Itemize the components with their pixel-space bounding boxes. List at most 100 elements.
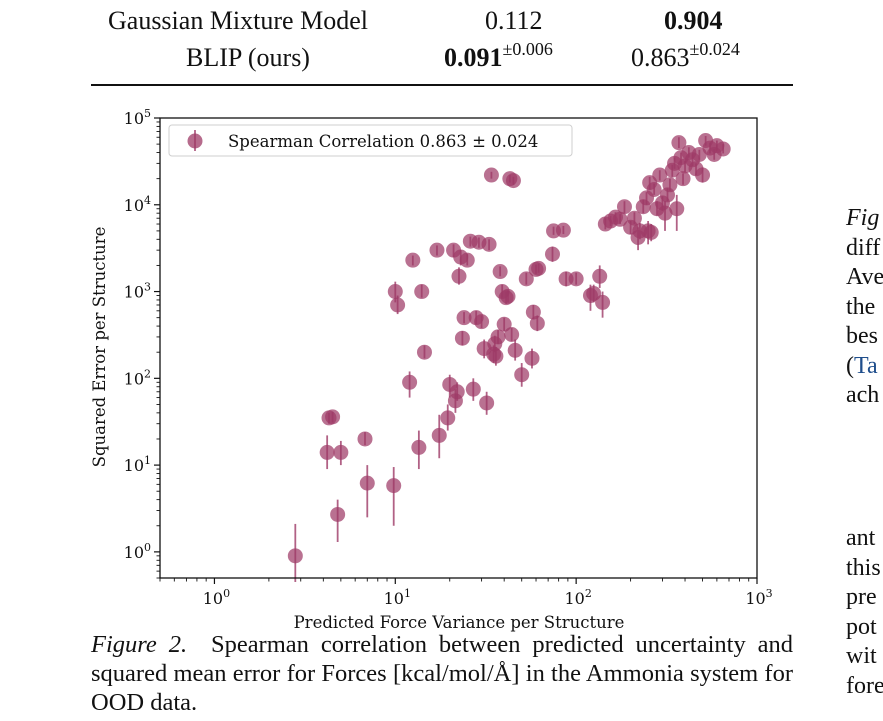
data-point bbox=[454, 330, 470, 346]
point-marker bbox=[357, 431, 373, 447]
table-method-blip: BLIP (ours) bbox=[186, 43, 310, 72]
point-marker bbox=[416, 344, 432, 360]
point-marker bbox=[359, 475, 375, 491]
point-marker bbox=[454, 330, 470, 346]
point-marker bbox=[643, 224, 659, 240]
side-paren: ( bbox=[846, 353, 854, 379]
point-marker bbox=[675, 171, 691, 187]
side-line-4: the bbox=[846, 294, 876, 320]
point-marker bbox=[595, 294, 611, 310]
figure-caption: Figure 2. Spearman correlation between p… bbox=[91, 630, 793, 717]
data-point bbox=[514, 363, 530, 387]
table-cell-blip-col2: 0.863±0.024 bbox=[631, 39, 740, 73]
point-marker bbox=[524, 350, 540, 366]
table-cell-blip-col2-value: 0.863 bbox=[631, 43, 690, 72]
y-tick-label: 105 bbox=[124, 107, 151, 128]
point-marker bbox=[333, 444, 349, 460]
point-marker bbox=[646, 181, 662, 197]
point-marker bbox=[405, 252, 421, 268]
side-line-8: ant bbox=[846, 525, 876, 551]
point-marker bbox=[319, 444, 335, 460]
data-point bbox=[715, 141, 731, 157]
point-marker bbox=[616, 199, 632, 215]
x-tick-label: 103 bbox=[745, 587, 772, 608]
data-point bbox=[451, 267, 467, 285]
side-line-6: (Ta bbox=[846, 352, 878, 382]
table-cell-blip-col1: 0.091±0.006 bbox=[444, 39, 553, 73]
data-point bbox=[330, 499, 346, 542]
point-marker bbox=[411, 439, 427, 455]
point-marker bbox=[386, 478, 402, 494]
table-cell-gmm-col1: 0.112 bbox=[485, 6, 543, 35]
data-point bbox=[531, 260, 547, 276]
x-tick-label: 102 bbox=[564, 587, 591, 608]
point-marker bbox=[474, 314, 490, 330]
point-marker bbox=[459, 252, 475, 268]
point-marker bbox=[440, 410, 456, 426]
x-tick-label: 101 bbox=[384, 587, 411, 608]
point-marker bbox=[531, 260, 547, 276]
point-marker bbox=[507, 342, 523, 358]
figure-caption-text: Spearman correlation between predicted u… bbox=[91, 631, 793, 716]
data-point bbox=[402, 371, 418, 398]
data-point bbox=[483, 167, 499, 183]
point-marker bbox=[514, 367, 530, 383]
point-marker bbox=[490, 329, 506, 345]
point-marker bbox=[456, 310, 472, 326]
point-marker bbox=[500, 288, 516, 304]
side-line-12: wit bbox=[846, 643, 877, 669]
point-marker bbox=[449, 384, 465, 400]
point-marker bbox=[481, 236, 497, 252]
data-point bbox=[431, 414, 447, 459]
data-point bbox=[662, 177, 678, 193]
point-marker bbox=[544, 246, 560, 262]
data-point bbox=[414, 284, 430, 300]
figure-caption-label: Figure 2. bbox=[91, 631, 188, 658]
side-table-link[interactable]: Ta bbox=[854, 353, 878, 379]
data-point bbox=[416, 344, 432, 360]
data-point bbox=[643, 224, 659, 242]
data-point bbox=[626, 210, 642, 226]
point-marker bbox=[483, 167, 499, 183]
y-axis-label: Squared Error per Structure bbox=[90, 227, 109, 468]
point-marker bbox=[626, 210, 642, 226]
data-point bbox=[479, 391, 495, 415]
side-line-13: fore bbox=[846, 673, 883, 699]
table-method-gmm: Gaussian Mixture Model bbox=[108, 6, 368, 35]
data-point bbox=[612, 211, 628, 227]
data-point bbox=[333, 440, 349, 466]
data-point bbox=[529, 315, 545, 332]
side-line-7: ach bbox=[846, 382, 880, 408]
legend-label: Spearman Correlation 0.863 ± 0.024 bbox=[228, 132, 538, 151]
y-tick-label: 104 bbox=[124, 194, 151, 215]
point-marker bbox=[431, 427, 447, 443]
data-point bbox=[524, 348, 540, 369]
data-point bbox=[544, 246, 560, 262]
point-marker bbox=[592, 268, 608, 284]
data-point bbox=[555, 222, 571, 238]
point-marker bbox=[451, 268, 467, 284]
legend-marker bbox=[187, 133, 203, 149]
side-line-2: diff bbox=[846, 235, 881, 261]
point-marker bbox=[568, 271, 584, 287]
data-point bbox=[456, 310, 472, 326]
y-tick-label: 101 bbox=[124, 454, 151, 475]
point-marker bbox=[414, 284, 430, 300]
x-tick-label: 100 bbox=[203, 587, 230, 608]
data-point bbox=[325, 409, 341, 425]
table-bottom-rule bbox=[91, 84, 793, 86]
data-point bbox=[449, 382, 465, 401]
point-marker bbox=[488, 348, 504, 364]
data-point bbox=[646, 181, 662, 197]
point-marker bbox=[287, 548, 303, 564]
point-marker bbox=[652, 167, 668, 183]
point-marker bbox=[518, 271, 534, 287]
point-marker bbox=[715, 141, 731, 157]
point-marker bbox=[325, 409, 341, 425]
data-point bbox=[319, 435, 335, 470]
data-point bbox=[411, 430, 427, 470]
data-point bbox=[465, 378, 481, 401]
data-point bbox=[492, 264, 508, 280]
data-point bbox=[695, 167, 711, 183]
table-cell-blip-col1-value: 0.091 bbox=[444, 43, 503, 72]
